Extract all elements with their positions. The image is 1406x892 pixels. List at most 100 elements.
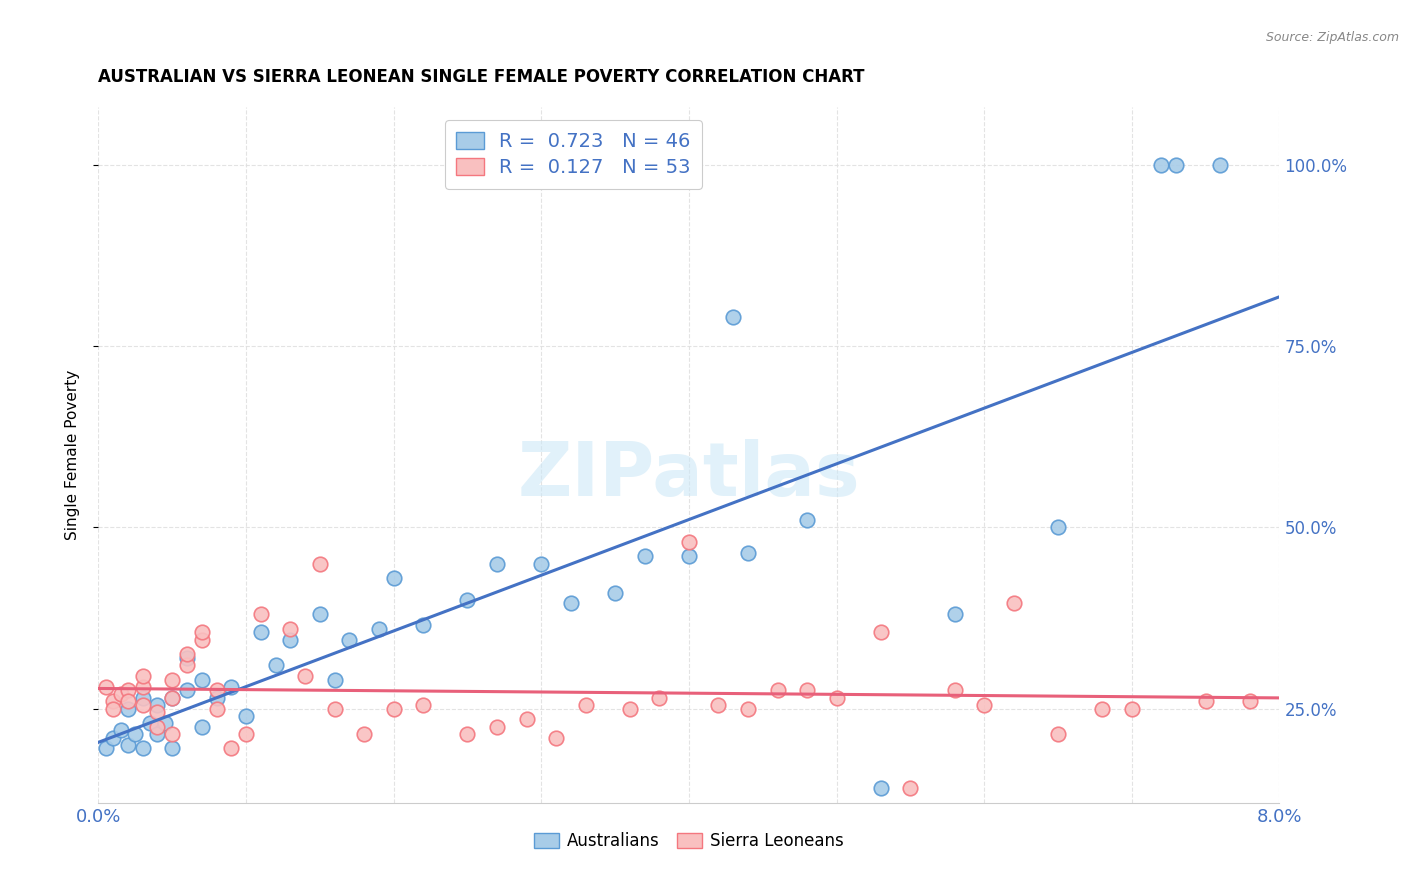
Point — [235, 727, 257, 741]
Point — [176, 658, 198, 673]
Point — [870, 781, 893, 796]
Point — [457, 727, 479, 741]
Point — [648, 690, 671, 705]
Point — [723, 310, 745, 325]
Point — [1239, 694, 1261, 708]
Point — [191, 625, 214, 640]
Point — [678, 549, 700, 564]
Point — [146, 698, 169, 712]
Point — [221, 680, 243, 694]
Point — [707, 698, 730, 712]
Point — [1150, 158, 1173, 172]
Point — [235, 708, 257, 723]
Point — [1121, 701, 1143, 715]
Point — [250, 625, 273, 640]
Point — [796, 513, 818, 527]
Point — [339, 632, 361, 647]
Point — [205, 683, 228, 698]
Point — [191, 720, 214, 734]
Point — [132, 741, 155, 756]
Point — [146, 705, 169, 719]
Point — [766, 683, 789, 698]
Point — [1209, 158, 1232, 172]
Point — [382, 571, 405, 585]
Point — [110, 687, 132, 701]
Point — [191, 673, 214, 687]
Point — [516, 713, 538, 727]
Point — [943, 607, 966, 622]
Point — [205, 690, 228, 705]
Point — [546, 731, 568, 745]
Point — [486, 720, 509, 734]
Point — [103, 731, 125, 745]
Point — [678, 535, 700, 549]
Point — [162, 673, 183, 687]
Point — [825, 690, 848, 705]
Point — [1046, 520, 1070, 534]
Point — [796, 683, 818, 698]
Point — [1002, 597, 1025, 611]
Point — [153, 716, 176, 731]
Y-axis label: Single Female Poverty: Single Female Poverty — [65, 370, 80, 540]
Point — [323, 701, 346, 715]
Point — [103, 694, 125, 708]
Point — [530, 557, 553, 571]
Point — [162, 690, 183, 705]
Point — [737, 701, 759, 715]
Point — [737, 546, 759, 560]
Point — [132, 680, 155, 694]
Point — [619, 701, 641, 715]
Point — [162, 690, 183, 705]
Point — [117, 683, 139, 698]
Point — [943, 683, 966, 698]
Point — [162, 741, 183, 756]
Point — [250, 607, 273, 622]
Text: AUSTRALIAN VS SIERRA LEONEAN SINGLE FEMALE POVERTY CORRELATION CHART: AUSTRALIAN VS SIERRA LEONEAN SINGLE FEMA… — [98, 68, 865, 86]
Point — [412, 618, 434, 632]
Point — [176, 647, 198, 661]
Point — [605, 585, 627, 599]
Point — [221, 741, 243, 756]
Point — [110, 723, 132, 738]
Point — [486, 557, 509, 571]
Point — [280, 622, 302, 636]
Point — [146, 727, 169, 741]
Point — [94, 680, 117, 694]
Point — [124, 727, 146, 741]
Point — [1195, 694, 1218, 708]
Point — [132, 690, 155, 705]
Point — [117, 701, 139, 715]
Point — [973, 698, 995, 712]
Point — [309, 607, 332, 622]
Point — [103, 701, 125, 715]
Point — [117, 738, 139, 752]
Point — [176, 683, 198, 698]
Point — [94, 741, 117, 756]
Point — [353, 727, 375, 741]
Point — [900, 781, 922, 796]
Point — [870, 625, 893, 640]
Point — [382, 701, 405, 715]
Legend: Australians, Sierra Leoneans: Australians, Sierra Leoneans — [527, 826, 851, 857]
Text: ZIPatlas: ZIPatlas — [517, 439, 860, 512]
Text: Source: ZipAtlas.com: Source: ZipAtlas.com — [1265, 31, 1399, 45]
Point — [634, 549, 657, 564]
Point — [457, 592, 479, 607]
Point — [191, 632, 214, 647]
Point — [132, 698, 155, 712]
Point — [323, 673, 346, 687]
Point — [309, 557, 332, 571]
Point — [560, 597, 582, 611]
Point — [264, 658, 287, 673]
Point — [205, 701, 228, 715]
Point — [1166, 158, 1188, 172]
Point — [412, 698, 434, 712]
Point — [575, 698, 598, 712]
Point — [280, 632, 302, 647]
Point — [117, 694, 139, 708]
Point — [1091, 701, 1114, 715]
Point — [139, 716, 162, 731]
Point — [146, 720, 169, 734]
Point — [1046, 727, 1070, 741]
Point — [368, 622, 391, 636]
